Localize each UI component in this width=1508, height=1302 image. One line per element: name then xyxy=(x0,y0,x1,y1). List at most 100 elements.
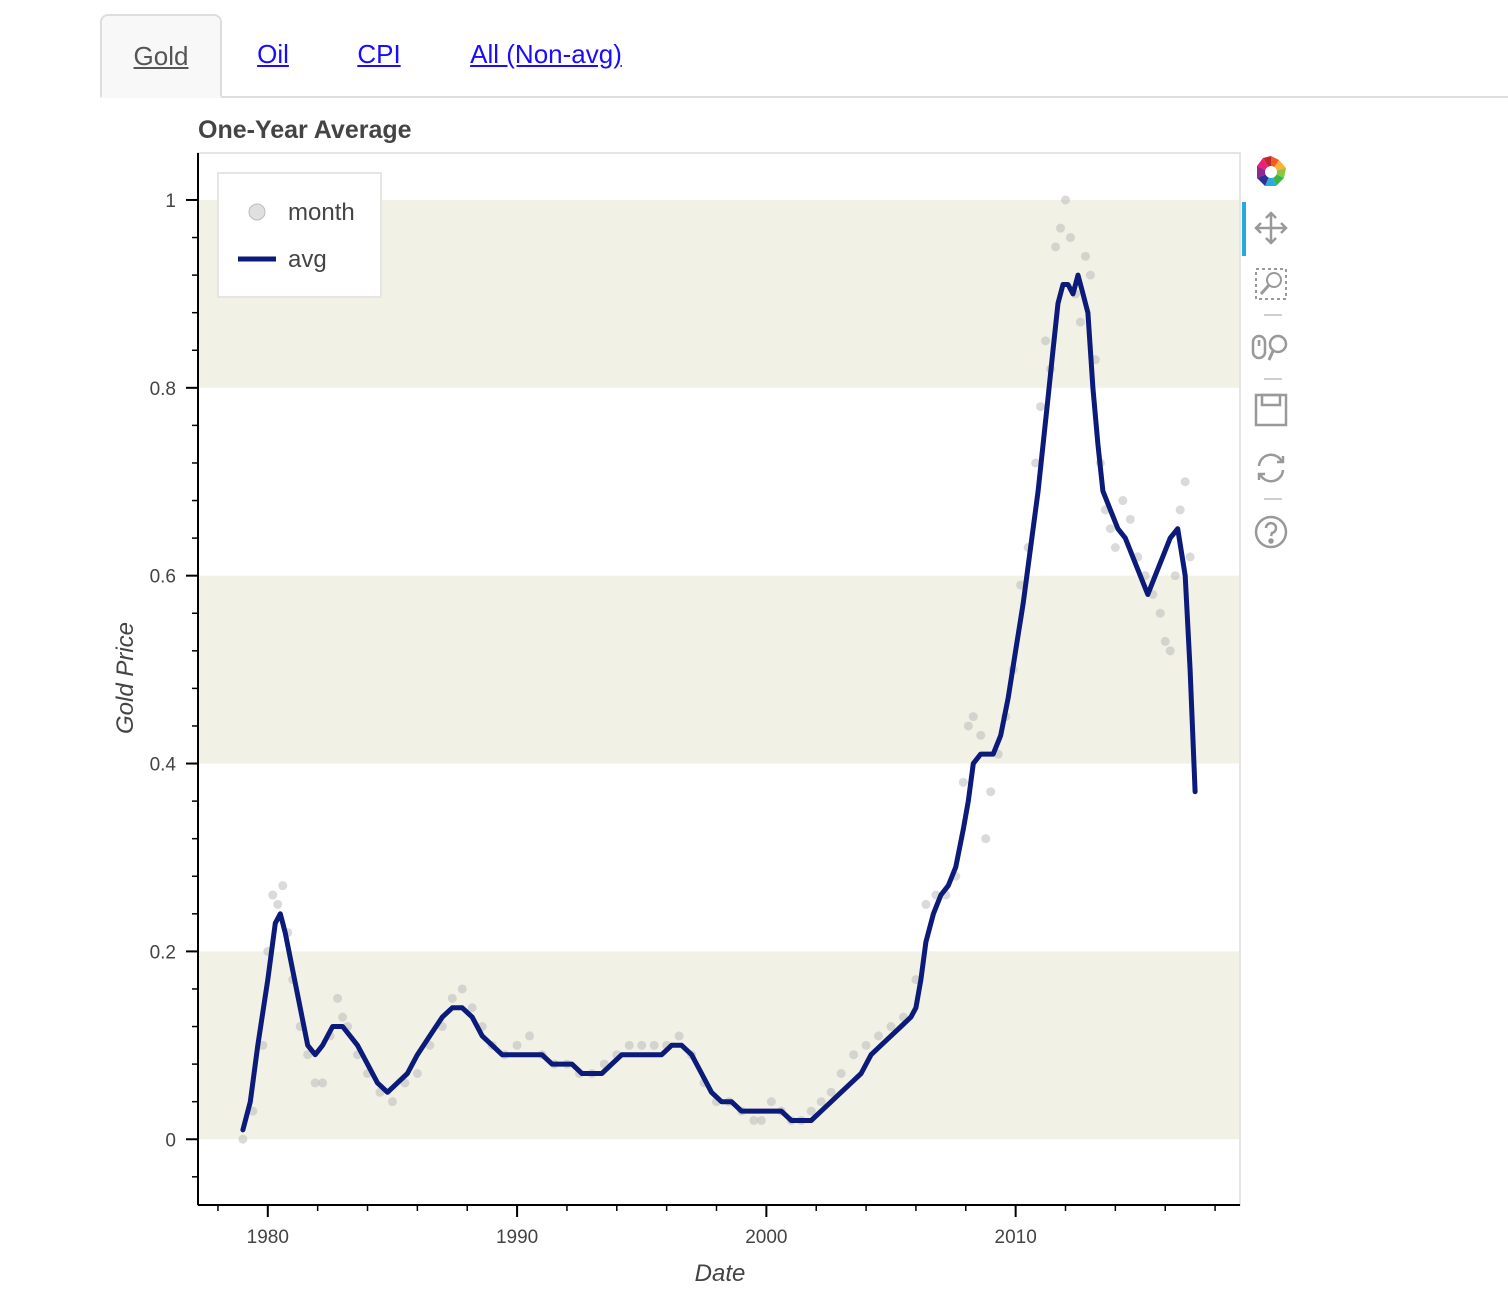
month-point xyxy=(849,1050,859,1060)
month-point xyxy=(1175,505,1185,515)
legend-avg-label: avg xyxy=(288,246,327,273)
month-point xyxy=(1075,317,1085,327)
background-bands xyxy=(198,199,1240,1140)
month-point xyxy=(1185,552,1195,562)
gold-chart[interactable]: One-Year Average 0 0.2 0.4 0.6 0.8 1 1980 1990… xyxy=(0,100,1250,1302)
y-axis-label: Gold Price xyxy=(112,622,139,734)
tab-all-non-avg[interactable]: All (Non-avg) xyxy=(470,39,622,69)
band xyxy=(198,951,1240,1140)
month-point xyxy=(387,1097,397,1107)
help-icon[interactable] xyxy=(1248,510,1294,554)
month-point xyxy=(238,1134,248,1144)
month-point xyxy=(649,1040,659,1050)
avg-line xyxy=(240,272,1198,1133)
month-point xyxy=(525,1031,535,1041)
y-tick-label: 0 xyxy=(165,1130,176,1151)
month-point xyxy=(1118,496,1128,506)
month-point xyxy=(674,1031,684,1041)
y-tick-label: 0.2 xyxy=(150,942,176,963)
x-tick-label: 2000 xyxy=(745,1227,787,1248)
toolbar-divider xyxy=(1264,498,1282,500)
month-point xyxy=(976,730,986,740)
month-point xyxy=(1036,402,1046,412)
month-point xyxy=(1125,514,1135,524)
x-tick-label: 1990 xyxy=(496,1227,538,1248)
save-icon[interactable] xyxy=(1248,388,1294,432)
month-point xyxy=(816,1097,826,1107)
month-point xyxy=(921,899,931,909)
legend: month avg xyxy=(217,172,382,298)
month-point xyxy=(1051,242,1061,252)
reset-icon[interactable] xyxy=(1248,446,1294,490)
month-point xyxy=(1061,195,1071,205)
x-tick-label: 2010 xyxy=(995,1227,1037,1248)
band xyxy=(198,575,1240,764)
month-point xyxy=(1031,458,1041,468)
month-point xyxy=(338,1012,348,1022)
tab-oil[interactable]: Oil xyxy=(257,39,289,69)
month-point xyxy=(1105,524,1115,534)
month-point xyxy=(457,984,467,994)
y-tick-label: 1 xyxy=(165,191,176,212)
month-point xyxy=(467,1003,477,1013)
toolbar-divider xyxy=(1264,314,1282,316)
month-point xyxy=(826,1087,836,1097)
month-point xyxy=(1080,251,1090,261)
month-point xyxy=(624,1040,634,1050)
wheel-zoom-icon[interactable] xyxy=(1248,326,1294,370)
month-point xyxy=(861,1040,871,1050)
month-point xyxy=(333,993,343,1003)
month-point xyxy=(1056,223,1066,233)
chart-title: One-Year Average xyxy=(198,116,412,144)
active-tool-indicator xyxy=(1242,202,1246,256)
legend-box xyxy=(217,172,382,298)
y-tick-label: 0.8 xyxy=(150,379,176,400)
month-point xyxy=(958,777,968,787)
chart-toolbar xyxy=(1242,150,1302,570)
month-point xyxy=(273,899,283,909)
month-point xyxy=(963,721,973,731)
month-point xyxy=(278,881,288,891)
tab-bar: Gold Oil CPI All (Non-avg) xyxy=(100,14,1508,98)
month-point xyxy=(303,1050,313,1060)
x-tick-label: 1980 xyxy=(247,1227,289,1248)
month-point xyxy=(1065,233,1075,243)
x-axis-label: Date xyxy=(695,1260,746,1287)
month-point xyxy=(1180,477,1190,487)
month-point xyxy=(749,1115,759,1125)
legend-month-label: month xyxy=(288,199,355,226)
tab-cpi[interactable]: CPI xyxy=(357,39,401,69)
month-point xyxy=(1110,543,1120,552)
month-point xyxy=(1170,571,1180,581)
pan-icon[interactable] xyxy=(1248,206,1294,250)
month-point xyxy=(1041,336,1051,346)
month-point xyxy=(981,834,991,844)
y-tick-label: 0.6 xyxy=(150,567,176,588)
month-point xyxy=(310,1078,320,1088)
month-point xyxy=(1165,646,1175,656)
toolbar-divider xyxy=(1264,378,1282,380)
month-point xyxy=(412,1069,422,1078)
month-point xyxy=(512,1040,522,1050)
month-point xyxy=(986,787,996,797)
month-point xyxy=(637,1040,647,1050)
month-point xyxy=(886,1022,896,1032)
y-tick-label: 0.4 xyxy=(150,755,177,776)
month-point xyxy=(1160,636,1170,646)
legend-month-marker xyxy=(248,203,266,221)
y-axis: 0 0.2 0.4 0.6 0.8 1 xyxy=(150,153,199,1205)
month-point xyxy=(756,1115,766,1125)
month-point xyxy=(1085,270,1095,280)
month-point xyxy=(1155,608,1165,618)
month-point xyxy=(268,890,278,900)
month-point xyxy=(836,1069,846,1078)
tab-gold[interactable]: Gold xyxy=(100,14,222,98)
month-point xyxy=(806,1106,816,1116)
x-axis: 1980 1990 2000 2010 xyxy=(198,1204,1240,1248)
month-point xyxy=(318,1078,328,1088)
bokeh-logo-icon[interactable] xyxy=(1248,150,1294,194)
month-point xyxy=(874,1031,884,1041)
box-zoom-icon[interactable] xyxy=(1248,262,1294,306)
month-point xyxy=(766,1097,776,1107)
month-point xyxy=(968,712,978,722)
